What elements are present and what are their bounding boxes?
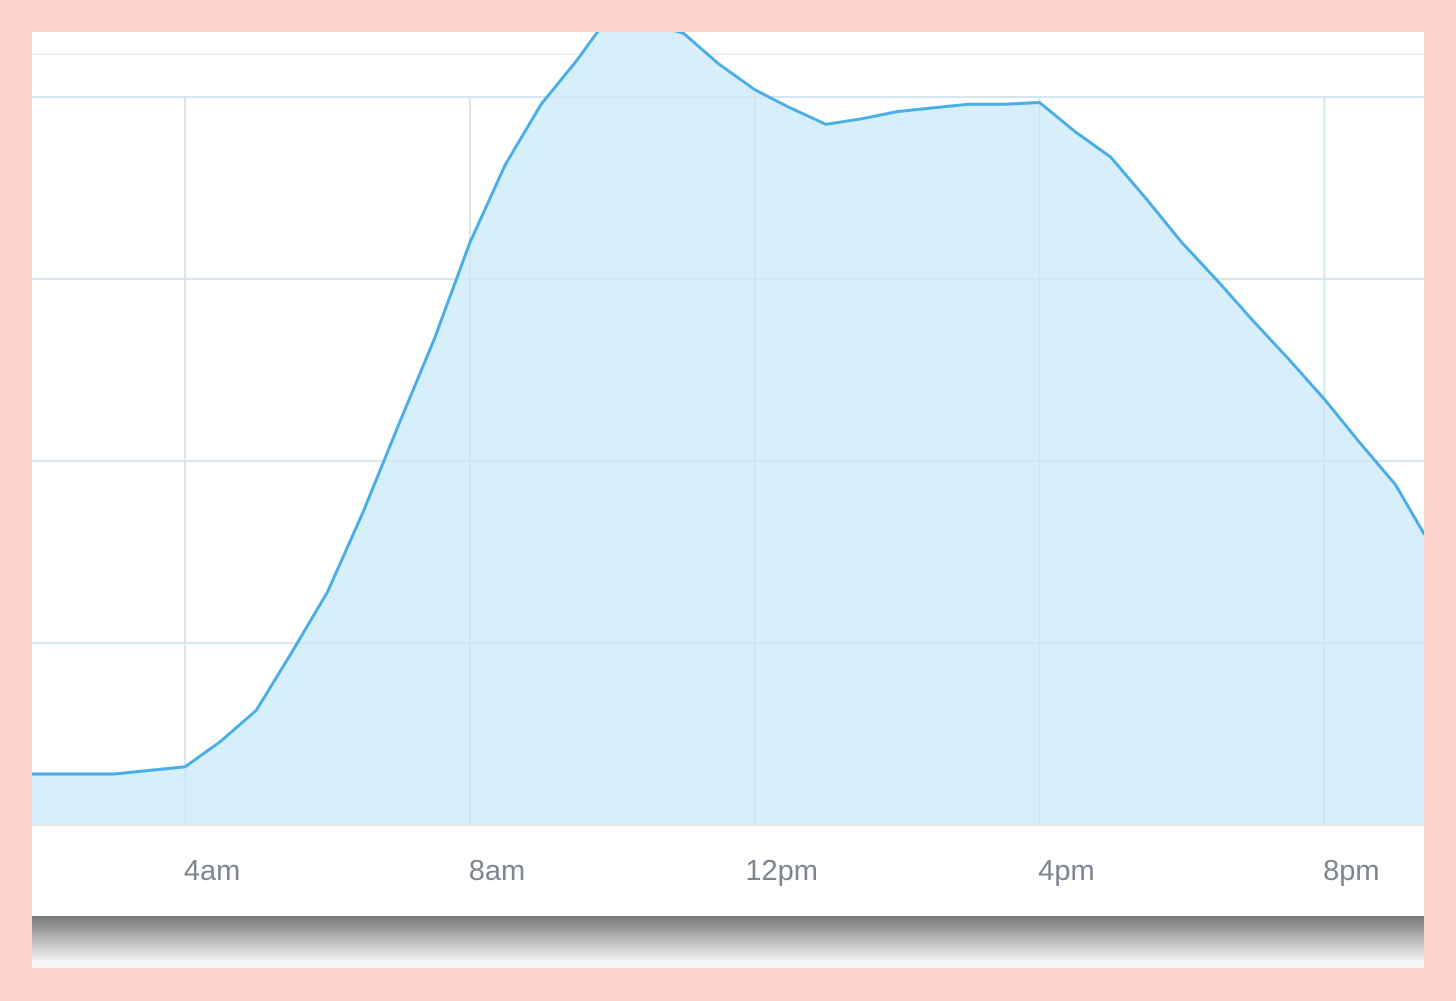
series-line xyxy=(32,32,1424,776)
area-fill xyxy=(32,32,1424,825)
chart-card: 4am 8am 12pm 4pm 8pm xyxy=(32,32,1424,968)
x-tick-label-4am: 4am xyxy=(184,855,240,887)
x-tick-label-8pm: 8pm xyxy=(1323,855,1379,887)
series-area xyxy=(32,32,1424,826)
x-tick-label-12pm: 12pm xyxy=(745,855,818,887)
area-chart: 4am 8am 12pm 4pm 8pm xyxy=(32,32,1424,887)
series-line-path xyxy=(32,32,1424,776)
x-axis-ticks: 4am 8am 12pm 4pm 8pm xyxy=(184,855,1380,887)
bottom-shadow-band xyxy=(32,916,1424,968)
x-tick-label-4pm: 4pm xyxy=(1038,855,1094,887)
x-tick-label-8am: 8am xyxy=(469,855,525,887)
